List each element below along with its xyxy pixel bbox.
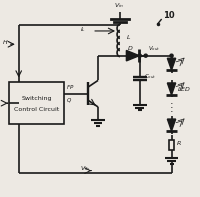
Text: $V_{fb}$: $V_{fb}$ [80,164,91,173]
Text: ·: · [170,107,173,117]
Polygon shape [126,50,139,61]
Text: $LED$: $LED$ [177,85,191,93]
Text: ·: · [170,103,173,113]
Text: ·: · [170,99,173,109]
Text: $I_L$: $I_L$ [80,25,86,34]
Text: $V_{in}$: $V_{in}$ [114,2,124,10]
Text: $V_{out}$: $V_{out}$ [148,44,160,53]
Text: $FP$: $FP$ [66,83,75,91]
Bar [9,82,64,124]
Text: $H$: $H$ [2,38,8,46]
Text: $R$: $R$ [176,139,182,147]
Text: $L$: $L$ [126,33,131,41]
Text: 10: 10 [163,11,174,20]
Text: Switching: Switching [21,96,52,101]
Circle shape [144,54,147,57]
Text: $C_{out}$: $C_{out}$ [144,72,156,81]
Polygon shape [167,119,176,131]
Text: $D$: $D$ [127,44,133,52]
Circle shape [170,54,173,57]
Text: $Q$: $Q$ [66,96,72,104]
Circle shape [138,54,141,57]
Polygon shape [167,83,176,95]
Text: Control Circuit: Control Circuit [14,107,59,112]
Bar [169,140,174,150]
Polygon shape [167,58,176,70]
